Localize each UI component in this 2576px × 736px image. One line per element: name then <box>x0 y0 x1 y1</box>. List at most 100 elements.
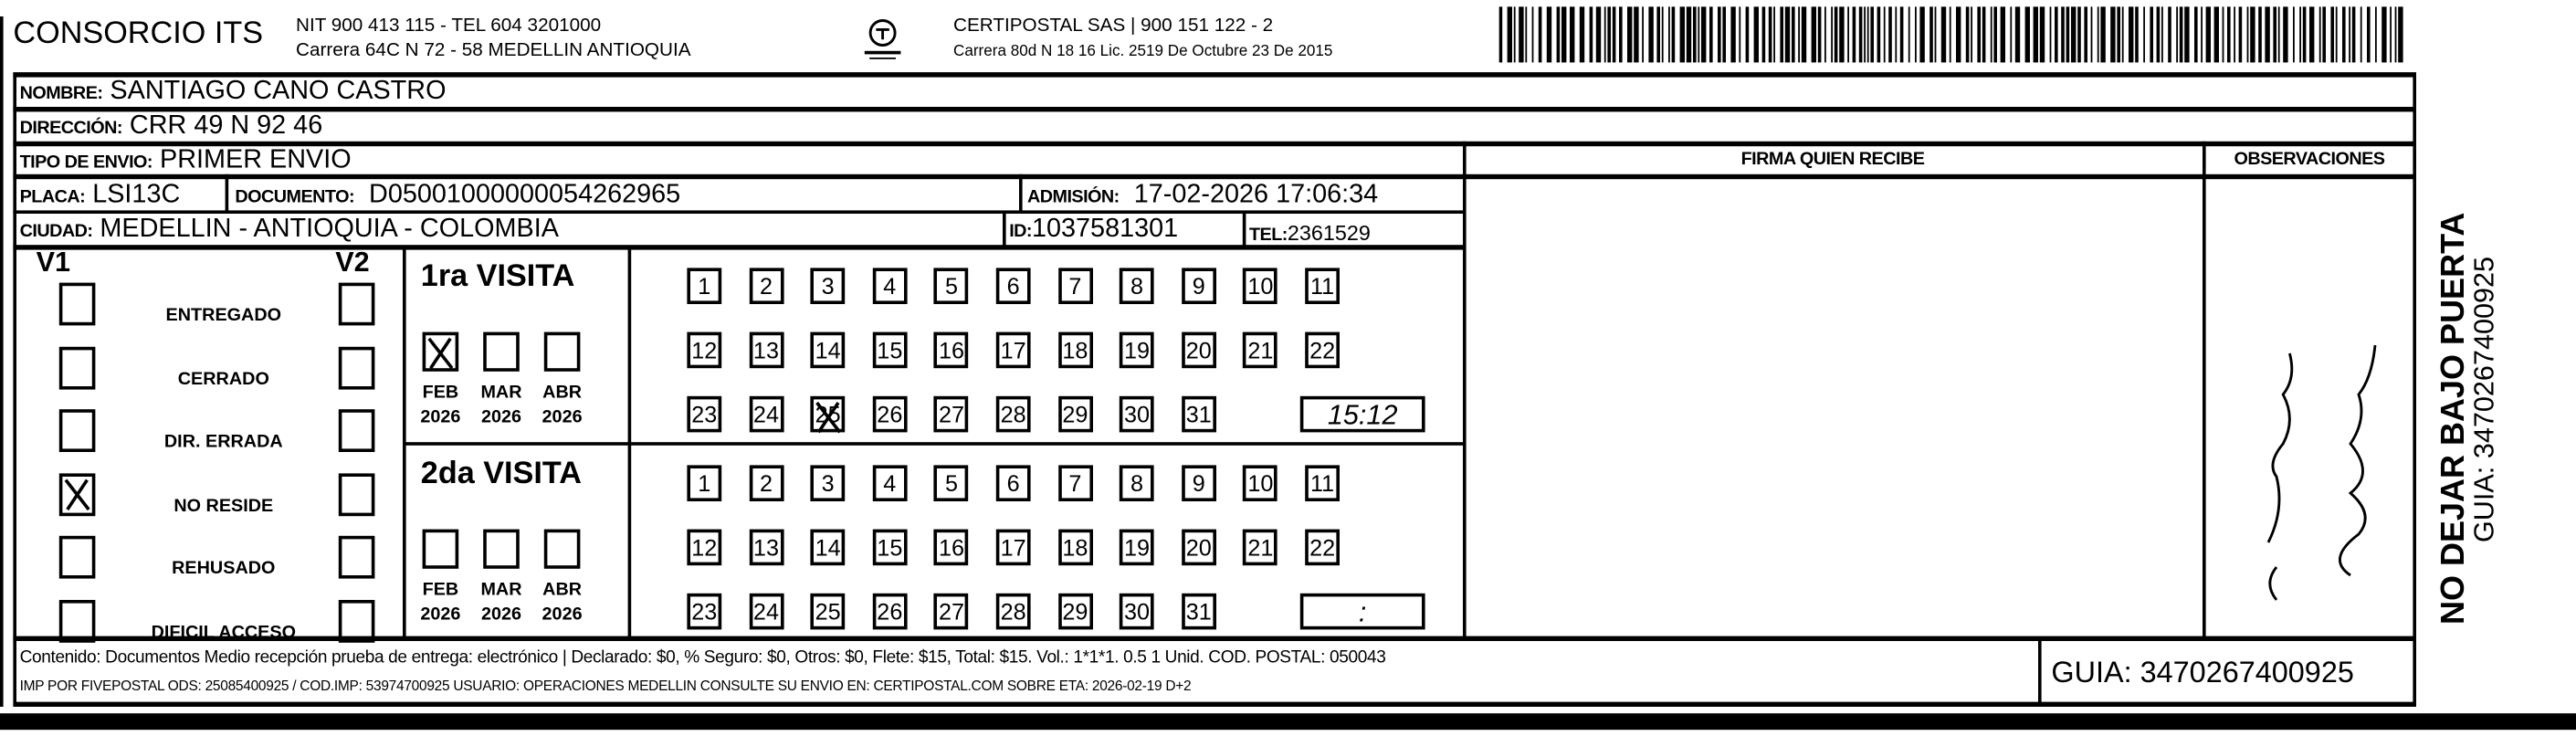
month-checkbox[interactable] <box>422 529 459 569</box>
day-box[interactable]: 19 <box>1120 529 1154 566</box>
day-box[interactable]: 15 <box>872 331 908 369</box>
day-box[interactable]: 15 <box>872 529 908 566</box>
barcode-bar <box>1864 6 1866 63</box>
day-box[interactable]: 16 <box>934 529 969 566</box>
barcode-bar <box>2277 6 2280 63</box>
day-box[interactable]: 20 <box>1181 529 1216 566</box>
day-box[interactable]: 4 <box>872 268 908 304</box>
day-box[interactable]: 6 <box>995 268 1031 304</box>
ciudad-label: CIUDAD: <box>19 222 93 242</box>
day-box[interactable]: 24 <box>749 395 783 433</box>
v1-checkbox[interactable] <box>58 282 96 326</box>
day-box[interactable]: 5 <box>934 465 969 501</box>
v1-checkbox[interactable] <box>58 472 96 516</box>
v1-checkbox[interactable] <box>58 535 96 579</box>
barcode-bar <box>1824 6 1826 63</box>
day-box[interactable]: 25 <box>810 593 846 630</box>
day-box[interactable]: 14 <box>810 529 846 566</box>
day-box[interactable]: 26 <box>872 593 908 630</box>
time-box[interactable]: : <box>1299 593 1425 630</box>
barcode-bar <box>2283 6 2288 63</box>
day-box[interactable]: 3 <box>810 268 846 304</box>
day-box[interactable]: 28 <box>995 593 1031 630</box>
barcode-bar <box>1627 6 1633 63</box>
barcode-bar <box>1538 6 1542 63</box>
day-box[interactable]: 21 <box>1243 529 1278 566</box>
v2-checkbox[interactable] <box>338 345 375 389</box>
month-checkbox[interactable] <box>422 331 459 372</box>
day-box[interactable]: 27 <box>934 593 969 630</box>
day-box[interactable]: 25 <box>810 395 846 434</box>
day-box[interactable]: 8 <box>1120 268 1154 304</box>
day-box[interactable]: 18 <box>1057 529 1093 566</box>
day-box[interactable]: 5 <box>934 268 969 304</box>
month-checkbox[interactable] <box>543 529 581 569</box>
barcode-bar <box>2318 6 2321 63</box>
time-box[interactable]: 15:12 <box>1299 395 1425 433</box>
month-checkbox[interactable] <box>483 331 520 372</box>
tel-label: TEL: <box>1249 225 1288 246</box>
v1-checkbox[interactable] <box>58 599 96 642</box>
day-box[interactable]: 27 <box>934 395 969 433</box>
v2-checkbox[interactable] <box>338 535 375 579</box>
barcode-bar <box>1556 6 1561 63</box>
day-box[interactable]: 18 <box>1057 331 1093 369</box>
day-box[interactable]: 17 <box>995 529 1031 566</box>
barcode-bar <box>2110 6 2116 63</box>
day-box[interactable]: 9 <box>1181 268 1216 304</box>
barcode-bar <box>1908 6 1910 63</box>
day-box[interactable]: 12 <box>687 331 722 369</box>
day-box[interactable]: 22 <box>1305 529 1340 566</box>
day-box[interactable]: 11 <box>1305 268 1340 304</box>
day-box[interactable]: 14 <box>810 331 846 369</box>
barcode-bar <box>1792 6 1795 63</box>
day-box[interactable]: 23 <box>687 593 722 630</box>
day-box[interactable]: 6 <box>995 465 1031 501</box>
day-box[interactable]: 28 <box>995 395 1031 433</box>
v2-checkbox[interactable] <box>338 282 375 326</box>
day-box[interactable]: 17 <box>995 331 1031 369</box>
day-box[interactable]: 1 <box>687 465 722 501</box>
day-box[interactable]: 3 <box>810 465 846 501</box>
day-box[interactable]: 24 <box>749 593 783 630</box>
day-box[interactable]: 11 <box>1305 465 1340 501</box>
day-box[interactable]: 30 <box>1120 395 1154 433</box>
barcode-bar <box>1982 6 1986 63</box>
day-box[interactable]: 30 <box>1120 593 1154 630</box>
day-box[interactable]: 29 <box>1057 593 1093 630</box>
day-box[interactable]: 10 <box>1243 465 1278 501</box>
day-box[interactable]: 20 <box>1181 331 1216 369</box>
day-box[interactable]: 12 <box>687 529 722 566</box>
v2-checkbox[interactable] <box>338 599 375 642</box>
day-box[interactable]: 9 <box>1181 465 1216 501</box>
day-box[interactable]: 19 <box>1120 331 1154 369</box>
day-box[interactable]: 13 <box>749 529 783 566</box>
day-box[interactable]: 23 <box>687 395 722 433</box>
day-box[interactable]: 7 <box>1057 268 1093 304</box>
day-box[interactable]: 26 <box>872 395 908 433</box>
day-box[interactable]: 8 <box>1120 465 1154 501</box>
v2-checkbox[interactable] <box>338 409 375 452</box>
v2-checkbox[interactable] <box>338 472 375 516</box>
day-box[interactable]: 22 <box>1305 331 1340 369</box>
day-box[interactable]: 1 <box>687 268 722 304</box>
day-box[interactable]: 29 <box>1057 395 1093 433</box>
day-box[interactable]: 21 <box>1243 331 1278 369</box>
day-box[interactable]: 16 <box>934 331 969 369</box>
day-box[interactable]: 2 <box>749 268 783 304</box>
month-checkbox[interactable] <box>543 331 581 372</box>
day-box[interactable]: 4 <box>872 465 908 501</box>
v1-checkbox[interactable] <box>58 409 96 452</box>
day-box[interactable]: 2 <box>749 465 783 501</box>
barcode-bar <box>2258 6 2262 63</box>
day-box[interactable]: 31 <box>1181 593 1216 630</box>
day-box[interactable]: 13 <box>749 331 783 369</box>
day-box[interactable]: 31 <box>1181 395 1216 433</box>
barcode-bar <box>1561 6 1567 63</box>
month-checkbox[interactable] <box>483 529 520 569</box>
day-box[interactable]: 10 <box>1243 268 1278 304</box>
v1-checkbox[interactable] <box>58 345 96 389</box>
barcode-bar <box>1679 6 1685 63</box>
day-box[interactable]: 7 <box>1057 465 1093 501</box>
